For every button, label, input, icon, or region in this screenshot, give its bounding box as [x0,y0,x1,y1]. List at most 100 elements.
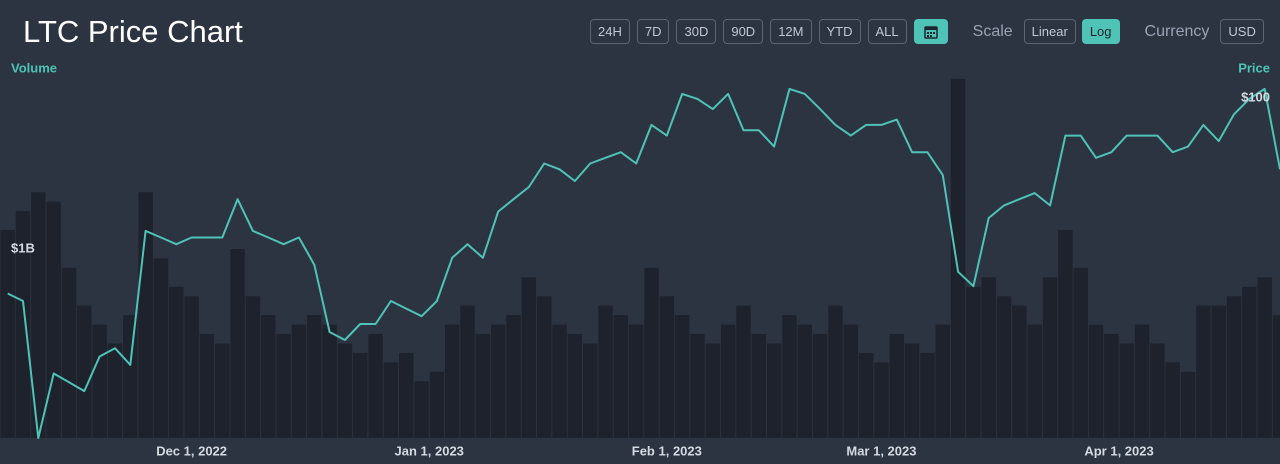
volume-bar [521,277,537,438]
volume-bar [1196,305,1211,438]
scale-button[interactable]: Log [1081,19,1120,44]
volume-bar [276,334,291,438]
volume-bar [1134,324,1150,438]
range-buttons: 24H 7D 30D 90D 12M YTD ALL [590,19,907,44]
volume-bar [1226,296,1242,438]
volume-bar [736,305,751,438]
volume-bar [15,211,31,438]
volume-bar [61,267,77,438]
volume-bar [445,324,460,438]
volume-bar [797,324,812,438]
volume-bar [1027,324,1042,438]
volume-bar [705,343,721,438]
volume-bar [782,315,797,438]
price-line [7,87,1280,439]
volume-bar [368,334,383,438]
volume-bar [322,324,337,438]
range-button[interactable]: 24H [590,19,630,44]
scale-label: Scale [972,22,1013,40]
volume-bar [552,324,567,438]
volume-bar [644,267,659,438]
volume-bar [460,305,475,438]
volume-bar [1012,305,1027,438]
volume-bar [812,334,828,438]
volume-bar [613,315,629,438]
controls: 24H 7D 30D 90D 12M YTD ALL Scale Linear Log Cur… [590,19,1264,44]
volume-bar [674,315,690,438]
volume-bar [950,78,966,439]
volume-bar [337,343,353,438]
volume-bar [996,296,1012,438]
volume-bar [307,315,322,438]
volume-bar [230,249,245,438]
range-button[interactable]: 12M [770,19,812,44]
calendar-button[interactable] [913,19,948,44]
volume-bar [858,352,874,438]
range-button[interactable]: 30D [676,19,717,44]
volume-bar [153,258,169,438]
x-tick-label: Apr 1, 2023 [1084,443,1153,458]
volume-bar [46,201,61,438]
currency-label: Currency [1144,22,1210,40]
volume-bar [1150,343,1165,438]
volume-bar [935,324,950,438]
volume-bar [981,277,996,438]
volume-bar [429,371,445,438]
volume-bar [414,381,429,438]
y2-axis-label: Price [1238,60,1270,75]
range-button[interactable]: ALL [867,19,907,44]
x-tick-label: Jan 1, 2023 [395,443,464,458]
volume-bar [1104,334,1119,438]
range-button[interactable]: YTD [818,19,861,44]
volume-bar [1119,343,1134,438]
volume-bar [215,343,230,438]
volume-bar [1272,315,1280,438]
volume-bar [659,296,675,438]
volume-bar [107,343,123,438]
volume-bar [199,334,215,438]
volume-bar [966,286,981,438]
range-button[interactable]: 7D [636,19,670,44]
volume-bar [889,334,904,438]
volume-bar [383,362,399,438]
volume-bar [77,305,92,438]
volume-bar [475,334,491,438]
y2-tick-label: $100 [1241,89,1270,104]
volume-bar [291,324,307,438]
volume-bar [1165,362,1180,438]
volume-bar [567,334,583,438]
volume-bar [904,343,920,438]
calendar-icon [923,25,938,39]
volume-bar [843,324,858,438]
x-tick-label: Mar 1, 2023 [846,443,916,458]
volume-bar [245,296,261,438]
volume-bar [1211,305,1226,438]
volume-bar [0,230,15,438]
volume-bar [92,324,107,438]
range-button[interactable]: 90D [723,19,764,44]
scale-button[interactable]: Linear [1023,19,1076,44]
volume-bar [123,315,138,438]
volume-bar [353,352,368,438]
y-tick-label: $1B [11,240,35,255]
volume-bar [490,324,506,438]
volume-bar [1180,371,1196,438]
x-tick-label: Feb 1, 2023 [632,443,702,458]
volume-bar [874,362,889,438]
volume-bar [506,315,521,438]
volume-bar [1088,324,1104,438]
volume-bar [1042,277,1058,438]
y-axis-label: Volume [11,60,57,75]
volume-bar [1242,286,1257,438]
volume-bar [184,296,199,438]
volume-bar [138,192,153,438]
volume-bar [751,334,767,438]
volume-bar [261,315,276,438]
volume-bar [920,352,935,438]
currency-button[interactable]: USD [1220,19,1264,44]
volume-bar [690,334,705,438]
page-title: LTC Price Chart [23,14,243,49]
volume-bar [598,305,613,438]
